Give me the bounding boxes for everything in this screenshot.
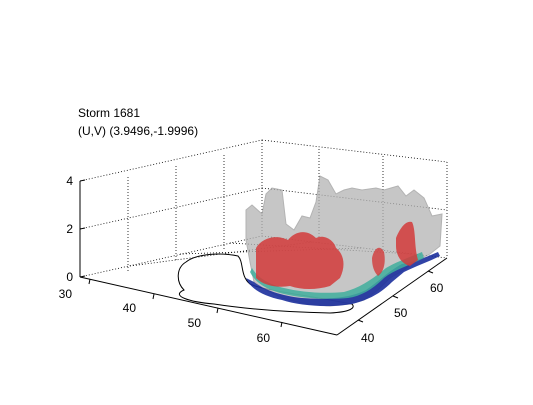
x-tick-labels: 30 40 50 60 <box>59 287 271 345</box>
z-tick-labels: 0 2 4 <box>66 174 73 284</box>
z-tick-label: 2 <box>66 222 73 236</box>
footprint-outline <box>177 253 354 314</box>
isosurfaces <box>245 175 443 307</box>
isosurface-red-mid <box>372 247 385 276</box>
y-tick-label: 40 <box>361 331 375 345</box>
z-tick-label: 0 <box>66 270 73 284</box>
plot-title: Storm 1681 <box>78 106 141 120</box>
plot-subtitle: (U,V) (3.9496,-1.9996) <box>78 124 199 138</box>
y-tick-labels: 40 50 60 <box>361 281 444 345</box>
z-tick-label: 4 <box>66 174 73 188</box>
isosurface-red <box>256 232 344 289</box>
y-tick-label: 50 <box>394 306 408 320</box>
x-tick-label: 40 <box>123 301 137 315</box>
isosurface-red-east <box>396 221 418 266</box>
x-tick-label: 30 <box>59 287 73 301</box>
x-tick-label: 60 <box>257 331 271 345</box>
x-tick-label: 50 <box>188 316 202 330</box>
y-tick-label: 60 <box>430 281 444 295</box>
